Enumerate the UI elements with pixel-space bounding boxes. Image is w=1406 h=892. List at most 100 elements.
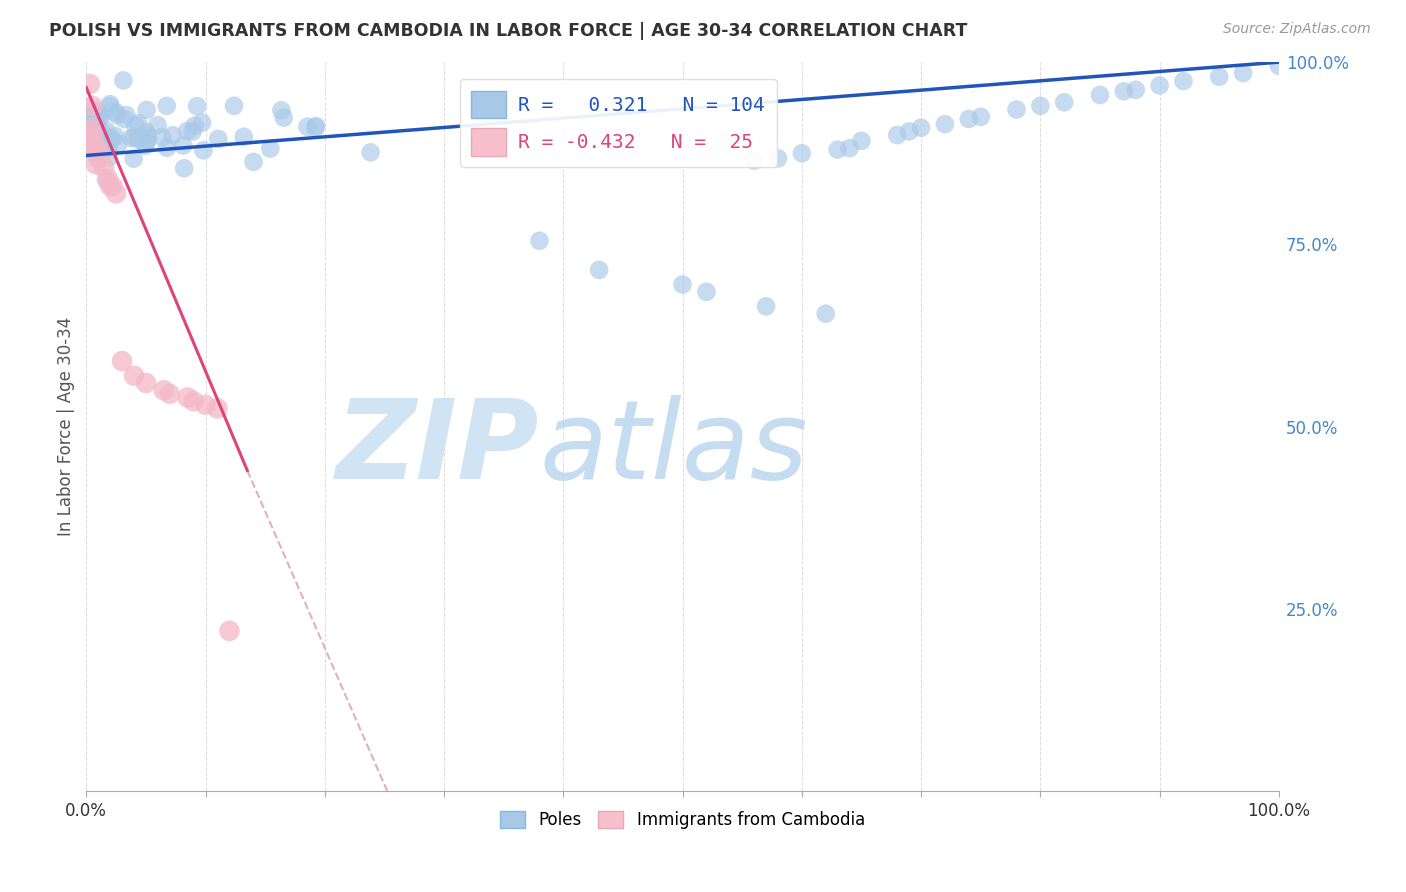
- Point: [156, 99, 179, 113]
- Point: [183, 119, 205, 133]
- Point: [87, 143, 110, 157]
- Point: [97, 171, 120, 186]
- Point: [176, 391, 198, 405]
- Point: [957, 112, 980, 126]
- Point: [259, 142, 281, 156]
- Point: [84, 126, 107, 140]
- Point: [83, 143, 105, 157]
- Point: [89, 128, 111, 142]
- Point: [80, 111, 103, 125]
- Point: [87, 132, 110, 146]
- Point: [76, 109, 98, 123]
- Point: [242, 155, 264, 169]
- Point: [934, 117, 956, 131]
- Point: [124, 118, 146, 132]
- Text: POLISH VS IMMIGRANTS FROM CAMBODIA IN LABOR FORCE | AGE 30-34 CORRELATION CHART: POLISH VS IMMIGRANTS FROM CAMBODIA IN LA…: [49, 22, 967, 40]
- Point: [153, 384, 176, 398]
- Point: [207, 401, 229, 416]
- Point: [1149, 78, 1171, 93]
- Point: [79, 122, 101, 136]
- Point: [898, 124, 921, 138]
- Point: [136, 128, 159, 143]
- Point: [273, 111, 295, 125]
- Point: [159, 387, 181, 401]
- Point: [135, 376, 157, 390]
- Point: [173, 161, 195, 176]
- Point: [89, 106, 111, 120]
- Point: [183, 394, 205, 409]
- Point: [305, 119, 328, 133]
- Point: [360, 145, 382, 160]
- Point: [82, 120, 104, 135]
- Point: [100, 131, 122, 145]
- Point: [910, 120, 932, 135]
- Point: [742, 153, 765, 168]
- Point: [89, 110, 111, 124]
- Point: [193, 144, 215, 158]
- Point: [82, 99, 104, 113]
- Point: [105, 108, 128, 122]
- Point: [1173, 74, 1195, 88]
- Point: [1088, 87, 1111, 102]
- Point: [90, 150, 112, 164]
- Point: [176, 124, 198, 138]
- Point: [218, 624, 240, 638]
- Point: [90, 111, 112, 125]
- Point: [107, 136, 129, 151]
- Point: [77, 101, 100, 115]
- Point: [98, 99, 121, 113]
- Point: [146, 118, 169, 132]
- Point: [970, 110, 993, 124]
- Point: [94, 173, 117, 187]
- Point: [82, 121, 104, 136]
- Legend: Poles, Immigrants from Cambodia: Poles, Immigrants from Cambodia: [494, 804, 872, 836]
- Point: [207, 132, 229, 146]
- Point: [181, 124, 204, 138]
- Point: [1053, 95, 1076, 110]
- Point: [122, 152, 145, 166]
- Text: atlas: atlas: [540, 395, 808, 502]
- Point: [172, 138, 194, 153]
- Point: [104, 129, 127, 144]
- Point: [135, 103, 157, 117]
- Point: [755, 300, 778, 314]
- Point: [790, 146, 813, 161]
- Point: [122, 368, 145, 383]
- Point: [101, 132, 124, 146]
- Point: [851, 134, 873, 148]
- Point: [297, 120, 319, 134]
- Point: [127, 116, 149, 130]
- Point: [529, 234, 551, 248]
- Point: [82, 131, 104, 145]
- Point: [111, 354, 134, 368]
- Point: [98, 179, 121, 194]
- Point: [134, 138, 156, 153]
- Point: [186, 99, 208, 113]
- Point: [156, 141, 179, 155]
- Y-axis label: In Labor Force | Age 30-34: In Labor Force | Age 30-34: [58, 317, 75, 536]
- Point: [105, 186, 128, 201]
- Point: [105, 105, 128, 120]
- Point: [135, 125, 157, 139]
- Point: [97, 141, 120, 155]
- Point: [695, 285, 717, 299]
- Point: [150, 130, 173, 145]
- Point: [115, 108, 138, 122]
- Point: [886, 128, 908, 142]
- Point: [838, 141, 860, 155]
- Point: [80, 115, 103, 129]
- Point: [162, 128, 184, 143]
- Point: [90, 134, 112, 148]
- Point: [1005, 103, 1028, 117]
- Point: [79, 128, 101, 142]
- Point: [304, 120, 326, 135]
- Text: ZIP: ZIP: [336, 395, 540, 502]
- Point: [112, 112, 135, 127]
- Point: [91, 126, 114, 140]
- Point: [101, 179, 124, 194]
- Point: [135, 136, 157, 150]
- Point: [588, 263, 610, 277]
- Point: [1268, 59, 1291, 73]
- Point: [138, 131, 160, 145]
- Point: [1125, 83, 1147, 97]
